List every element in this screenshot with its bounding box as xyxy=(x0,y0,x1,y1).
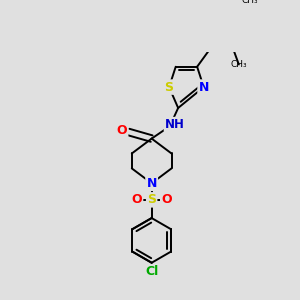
Text: NH: NH xyxy=(165,118,185,131)
Text: Cl: Cl xyxy=(145,266,158,278)
Text: CH₃: CH₃ xyxy=(230,60,247,69)
Text: O: O xyxy=(131,193,142,206)
Text: O: O xyxy=(161,193,172,206)
Text: S: S xyxy=(165,81,174,94)
Text: S: S xyxy=(147,193,156,206)
Text: N: N xyxy=(199,81,209,94)
Text: O: O xyxy=(116,124,127,137)
Text: N: N xyxy=(146,177,157,190)
Text: CH₃: CH₃ xyxy=(242,0,258,5)
